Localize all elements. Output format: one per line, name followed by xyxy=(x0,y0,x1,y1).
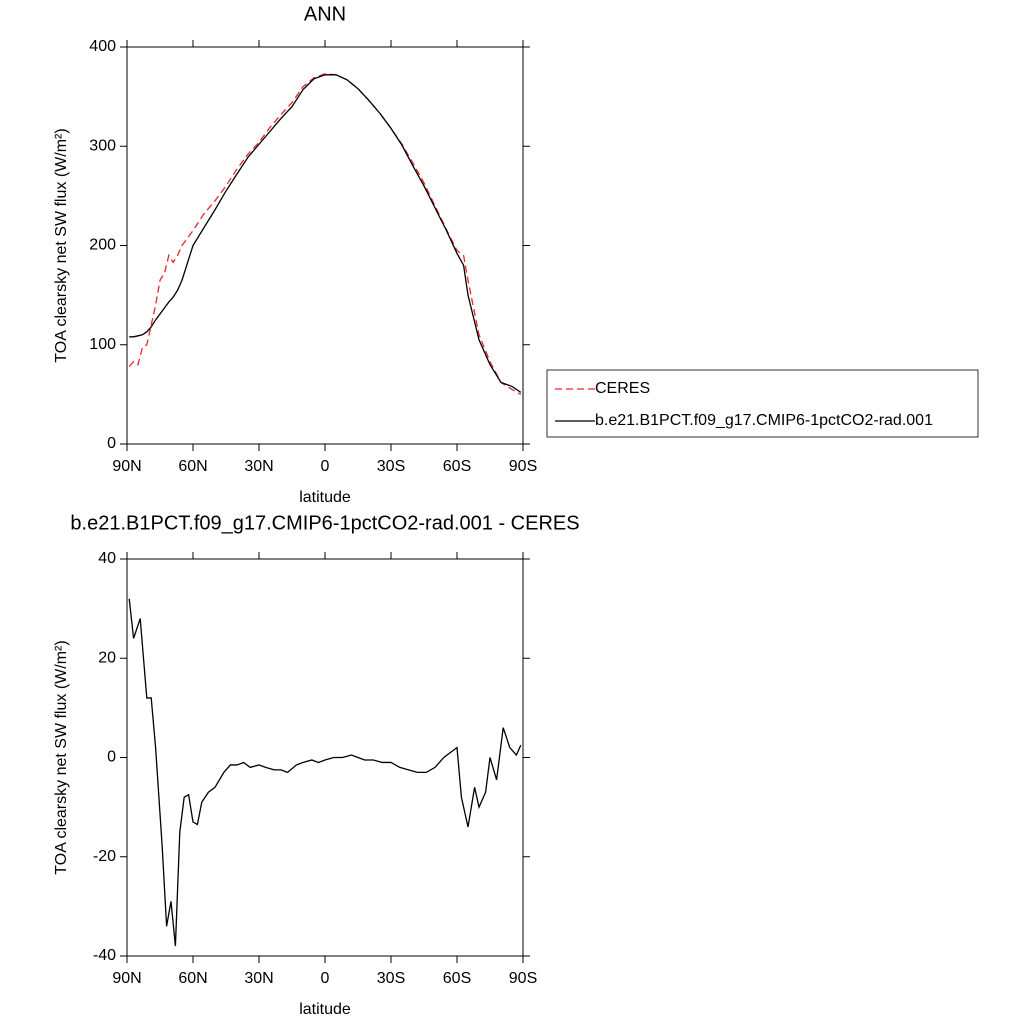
y-tick-label: -40 xyxy=(93,947,116,964)
y-axis-label: TOA clearsky net SW flux (W/m²) xyxy=(53,640,70,874)
x-tick-label: 30N xyxy=(244,970,273,987)
x-tick-label: 0 xyxy=(321,458,330,475)
chart-title: ANN xyxy=(304,3,346,25)
y-tick-label: 200 xyxy=(89,237,116,254)
x-tick-label: 30S xyxy=(377,970,405,987)
legend-label: b.e21.B1PCT.f09_g17.CMIP6-1pctCO2-rad.00… xyxy=(595,412,933,429)
y-tick-label: 0 xyxy=(107,435,116,452)
x-tick-label: 90S xyxy=(509,970,537,987)
x-tick-label: 90N xyxy=(112,458,141,475)
x-axis-label: latitude xyxy=(299,1001,351,1018)
x-tick-label: 90N xyxy=(112,970,141,987)
x-tick-label: 60N xyxy=(178,970,207,987)
x-tick-label: 90S xyxy=(509,458,537,475)
legend-label: CERES xyxy=(595,380,650,397)
y-tick-label: 20 xyxy=(98,649,116,666)
y-tick-label: 40 xyxy=(98,550,116,567)
x-tick-label: 0 xyxy=(321,970,330,987)
x-tick-label: 30S xyxy=(377,458,405,475)
chart-title: b.e21.B1PCT.f09_g17.CMIP6-1pctCO2-rad.00… xyxy=(70,512,579,534)
data-line xyxy=(128,73,522,395)
x-tick-label: 60S xyxy=(443,458,471,475)
x-tick-label: 30N xyxy=(244,458,273,475)
data-line xyxy=(128,598,522,947)
x-tick-label: 60S xyxy=(443,970,471,987)
plot-frame xyxy=(126,558,524,957)
legend-box xyxy=(546,369,979,438)
x-axis-label: latitude xyxy=(299,489,351,506)
y-axis-label: TOA clearsky net SW flux (W/m²) xyxy=(53,128,70,362)
y-tick-label: 400 xyxy=(89,38,116,55)
y-tick-label: -20 xyxy=(93,848,116,865)
y-tick-label: 0 xyxy=(107,749,116,766)
y-tick-label: 100 xyxy=(89,336,116,353)
data-line xyxy=(129,74,522,393)
x-tick-label: 60N xyxy=(178,458,207,475)
y-tick-label: 300 xyxy=(89,137,116,154)
plot-frame xyxy=(126,46,524,445)
